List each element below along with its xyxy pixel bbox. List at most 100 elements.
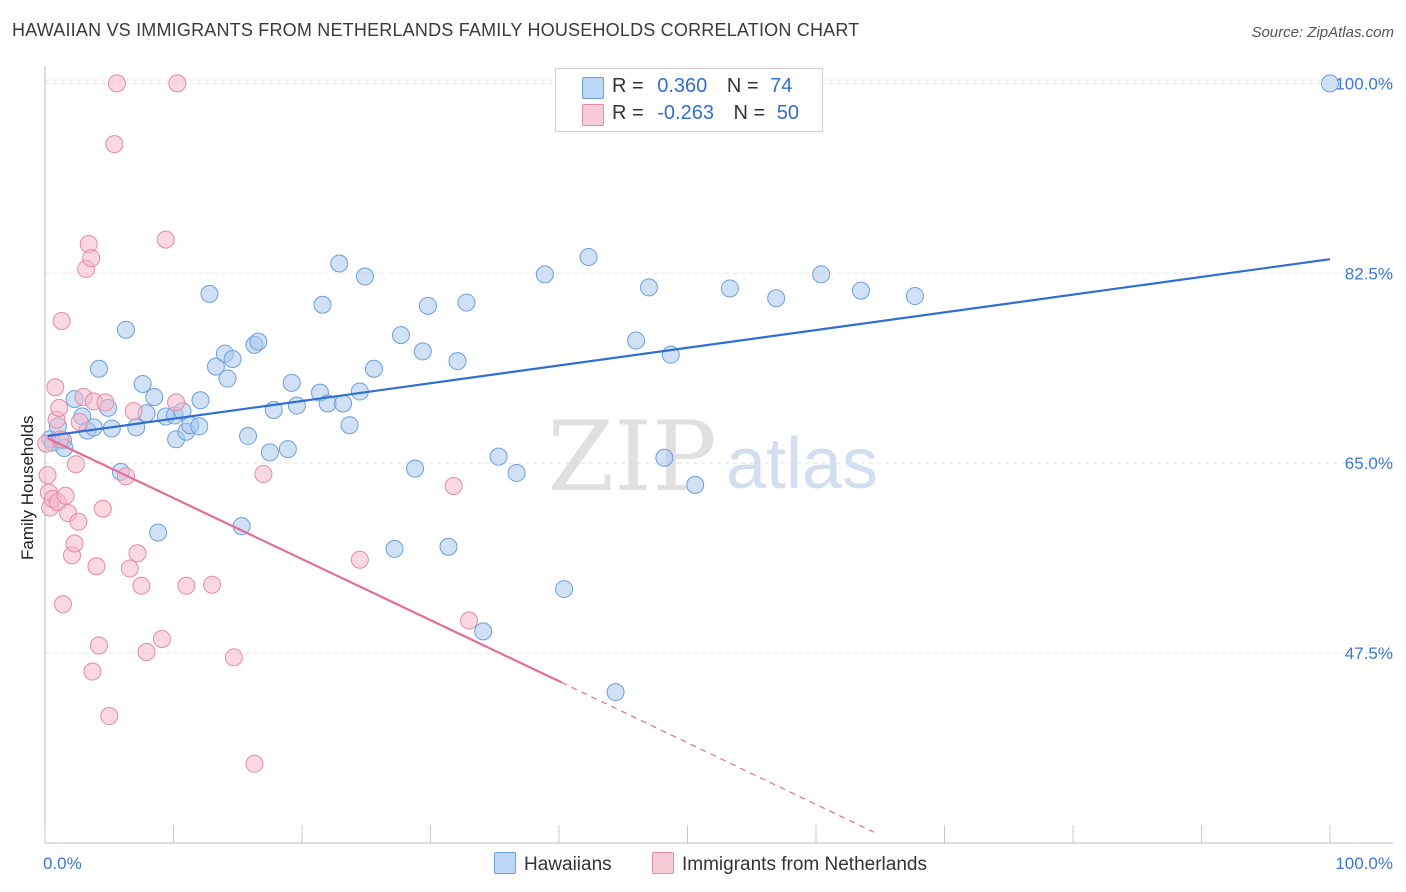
point-hawaiians-40 — [287, 396, 306, 415]
chart-title: HAWAIIAN VS IMMIGRANTS FROM NETHERLANDS … — [12, 20, 860, 40]
point-netherlands-27 — [93, 499, 112, 518]
legend-n-value: 50 — [776, 102, 800, 124]
point-netherlands-16 — [66, 455, 85, 474]
point-netherlands-28 — [96, 393, 115, 412]
legend-swatch-hawaiians — [582, 77, 604, 99]
point-hawaiians-55 — [439, 537, 458, 556]
point-hawaiians-39 — [282, 373, 301, 392]
point-netherlands-22 — [82, 249, 101, 268]
point-netherlands-37 — [137, 643, 156, 662]
point-netherlands-15 — [65, 534, 84, 553]
point-hawaiians-67 — [655, 448, 674, 467]
point-hawaiians-61 — [535, 265, 554, 284]
point-hawaiians-27 — [200, 284, 219, 303]
point-hawaiians-25 — [190, 417, 209, 436]
x-tick-label-0: 0.0% — [43, 854, 82, 873]
chart-source: Source: ZipAtlas.com — [1251, 24, 1394, 41]
point-hawaiians-48 — [355, 267, 374, 286]
trend-line-netherlands — [47, 437, 563, 684]
point-hawaiians-46 — [340, 416, 359, 435]
point-netherlands-10 — [52, 312, 71, 331]
point-hawaiians-65 — [627, 331, 646, 350]
point-hawaiians-44 — [330, 254, 349, 273]
point-netherlands-49 — [444, 476, 463, 495]
point-netherlands-1 — [38, 466, 57, 485]
point-hawaiians-33 — [239, 427, 258, 446]
point-netherlands-12 — [56, 486, 75, 505]
trend-line-hawaiians — [47, 258, 1331, 438]
point-netherlands-11 — [53, 595, 72, 614]
point-hawaiians-70 — [720, 279, 739, 298]
point-hawaiians-73 — [851, 281, 870, 300]
bottom-legend-swatch-netherlands — [652, 852, 674, 874]
point-hawaiians-52 — [406, 459, 425, 478]
point-netherlands-43 — [203, 575, 222, 594]
bottom-legend-hawaiians: Hawaiians — [494, 852, 612, 876]
point-netherlands-25 — [87, 557, 106, 576]
point-hawaiians-75 — [1321, 74, 1339, 93]
point-hawaiians-26 — [191, 391, 210, 410]
point-hawaiians-36 — [260, 443, 279, 462]
point-hawaiians-50 — [385, 539, 404, 558]
grid-lines — [45, 79, 1393, 654]
point-netherlands-31 — [107, 74, 126, 93]
point-hawaiians-14 — [127, 418, 146, 437]
point-netherlands-30 — [105, 135, 124, 154]
legend-r-label: R = — [612, 102, 644, 124]
y-tick-label-2: 65.0% — [1345, 454, 1393, 473]
y-axis-label: Family Households — [18, 415, 37, 560]
point-netherlands-26 — [89, 636, 108, 655]
point-netherlands-40 — [167, 393, 186, 412]
point-hawaiians-62 — [555, 580, 574, 599]
point-netherlands-41 — [168, 74, 187, 93]
point-hawaiians-69 — [686, 475, 705, 494]
watermark: ZIP atlas — [547, 401, 878, 513]
point-hawaiians-66 — [639, 278, 658, 297]
point-hawaiians-9 — [89, 359, 108, 378]
point-netherlands-17 — [69, 512, 88, 531]
point-hawaiians-28 — [206, 357, 225, 376]
point-hawaiians-58 — [474, 622, 493, 641]
legend-r-value: 0.360 — [657, 75, 708, 97]
point-netherlands-18 — [70, 412, 89, 431]
point-netherlands-47 — [350, 550, 369, 569]
series-netherlands — [37, 74, 479, 773]
point-hawaiians-63 — [579, 247, 598, 266]
point-netherlands-5 — [46, 378, 65, 397]
point-hawaiians-57 — [457, 293, 476, 312]
bottom-legend-label: Immigrants from Netherlands — [682, 854, 927, 875]
point-hawaiians-64 — [606, 683, 625, 702]
point-netherlands-29 — [100, 707, 119, 726]
point-hawaiians-71 — [767, 289, 786, 308]
point-hawaiians-42 — [313, 295, 332, 314]
point-netherlands-33 — [120, 559, 139, 578]
point-netherlands-34 — [124, 402, 143, 421]
point-netherlands-39 — [156, 230, 175, 249]
legend-swatch-netherlands — [582, 104, 604, 126]
point-hawaiians-45 — [334, 394, 353, 413]
point-hawaiians-59 — [489, 447, 508, 466]
point-hawaiians-38 — [278, 440, 297, 459]
point-hawaiians-30 — [218, 369, 237, 388]
axes — [44, 66, 1393, 844]
point-hawaiians-18 — [149, 523, 168, 542]
bottom-legend-label: Hawaiians — [524, 854, 612, 875]
point-netherlands-36 — [132, 576, 151, 595]
bottom-legend-swatch-hawaiians — [494, 852, 516, 874]
correlation-legend: R = 0.360 N = 74 R = -0.263 N = 50 — [555, 68, 823, 132]
y-tick-label-3: 47.5% — [1345, 644, 1393, 663]
legend-n-label: N = — [726, 75, 759, 97]
point-hawaiians-13 — [116, 320, 135, 339]
bottom-legend-netherlands: Immigrants from Netherlands — [652, 852, 927, 876]
legend-r-value: -0.263 — [657, 102, 714, 124]
point-netherlands-8 — [50, 398, 69, 417]
point-netherlands-44 — [224, 648, 243, 667]
trend-line-netherlands-dashed — [561, 681, 875, 833]
point-hawaiians-31 — [223, 350, 242, 369]
point-hawaiians-74 — [905, 287, 924, 306]
point-hawaiians-15 — [133, 374, 152, 393]
y-tick-label-1: 82.5% — [1345, 264, 1393, 283]
point-hawaiians-49 — [364, 359, 383, 378]
point-hawaiians-54 — [418, 296, 437, 315]
point-hawaiians-72 — [812, 265, 831, 284]
